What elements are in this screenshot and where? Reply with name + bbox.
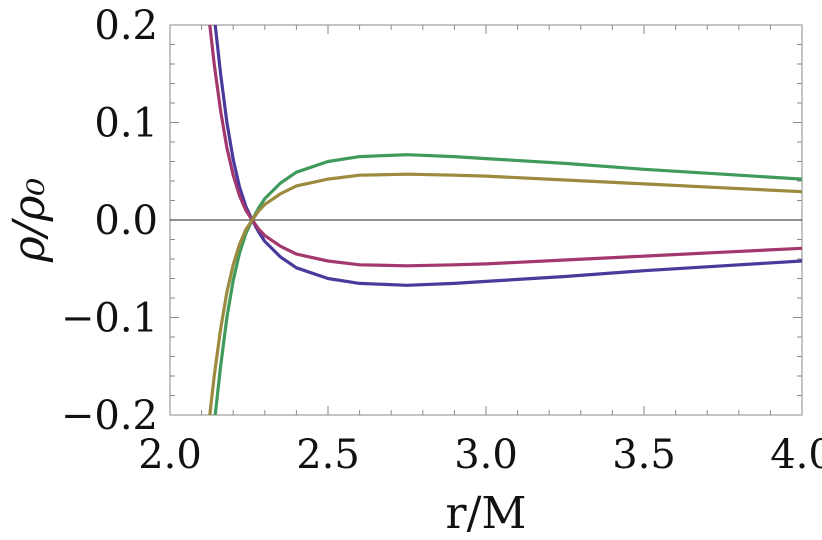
series-line-4 [208,172,802,415]
x-tick-label: 2.0 [138,432,202,478]
series-line-1 [213,25,802,287]
y-tick-label: 0.0 [94,198,158,244]
series-line-2 [208,25,802,268]
y-tick-label: 0.2 [94,3,158,49]
x-tick-labels: 2.0 2.5 3.0 3.5 4.0 [138,432,822,478]
y-tick-labels: 0.2 0.1 0.0 −0.1 −0.2 [61,3,158,439]
y-tick-label: −0.1 [61,296,158,342]
y-tick-label: 0.1 [94,101,158,147]
x-tick-label: 4.0 [770,432,822,478]
y-tick-label: −0.2 [61,393,158,439]
series-lines [208,25,802,415]
x-tick-label: 3.0 [454,432,518,478]
x-tick-label: 3.5 [612,432,676,478]
x-tick-label: 2.5 [296,432,360,478]
axis-ticks [169,24,803,416]
series-line-3 [213,153,802,415]
y-axis-title: ρ/ρ₀ [4,178,55,264]
x-axis-title: r/M [446,488,527,539]
